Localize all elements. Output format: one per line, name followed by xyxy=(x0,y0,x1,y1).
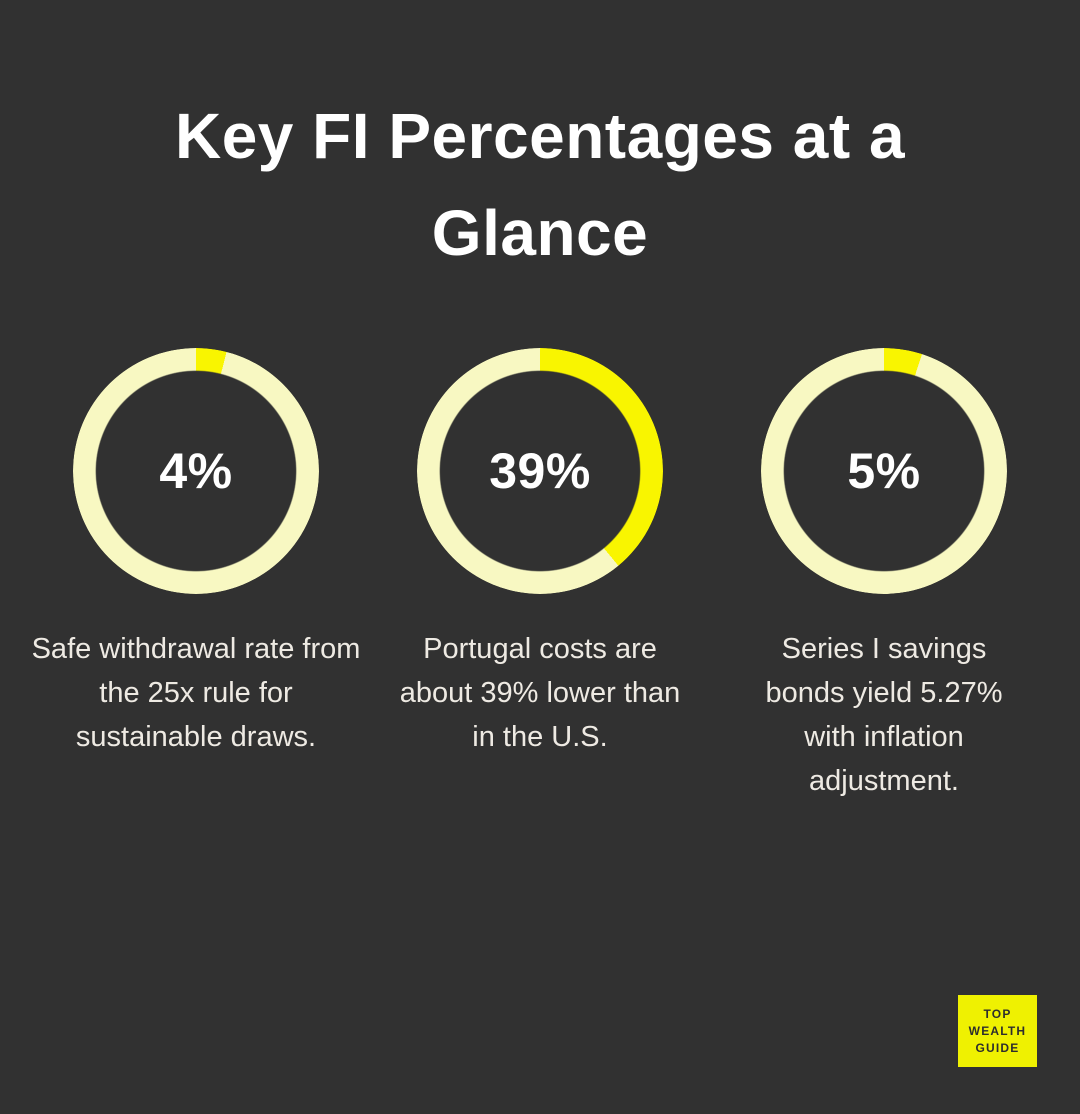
stat-caption: Safe withdrawal rate from the 25x rule f… xyxy=(31,633,361,753)
brand-badge: TOP WEALTH GUIDE xyxy=(958,995,1037,1067)
donut-value-label: 5% xyxy=(847,443,921,499)
stats-row: 4% Safe withdrawal rate from the 25x rul… xyxy=(0,348,1080,803)
donut-chart-4-percent: 4% xyxy=(73,348,319,594)
donut-value-label: 4% xyxy=(159,443,233,499)
stat-card-series-i-bonds: 5% Series I savings bonds yield 5.27% wi… xyxy=(712,348,1056,803)
page-title: Key FI Percentages at a Glance xyxy=(174,100,906,269)
badge-line: WEALTH xyxy=(968,1023,1027,1038)
donut-chart-39-percent: 39% xyxy=(417,348,663,594)
donut-value-label: 39% xyxy=(489,443,591,499)
stat-caption: Portugal costs are about 39% lower than … xyxy=(399,633,681,753)
badge-line: TOP xyxy=(983,1006,1012,1021)
stat-card-portugal-costs: 39% Portugal costs are about 39% lower t… xyxy=(368,348,712,803)
stat-caption: Series I savings bonds yield 5.27% with … xyxy=(765,633,1003,797)
stat-card-safe-withdrawal: 4% Safe withdrawal rate from the 25x rul… xyxy=(24,348,368,803)
donut-chart-5-percent: 5% xyxy=(761,348,1007,594)
badge-line: GUIDE xyxy=(975,1040,1020,1055)
